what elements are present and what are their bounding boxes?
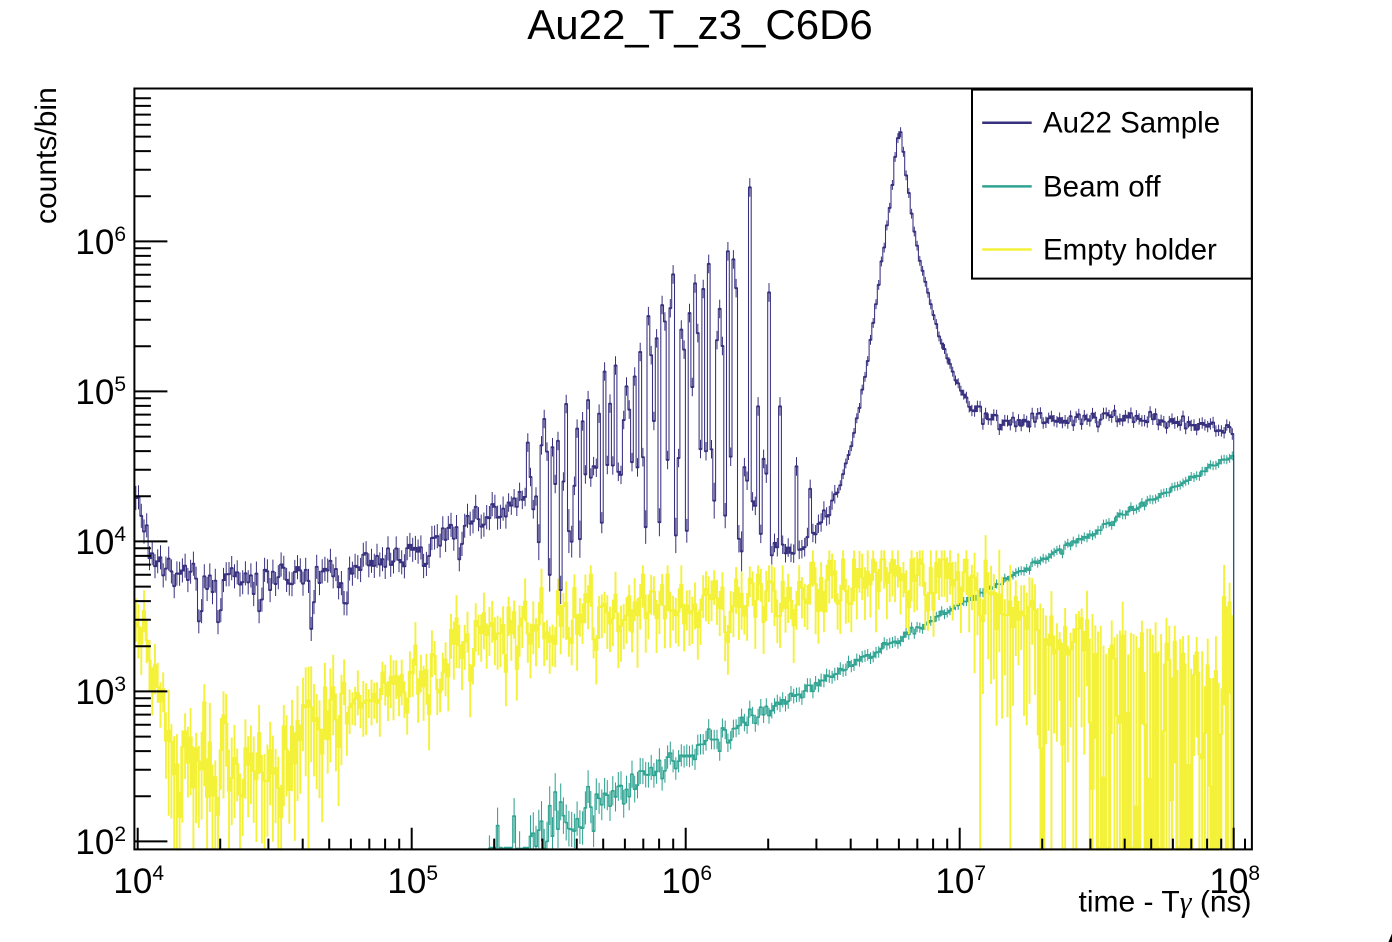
- svg-text:counts/bin: counts/bin: [30, 87, 63, 224]
- svg-text:Au22 Sample: Au22 Sample: [1043, 107, 1220, 140]
- svg-text:time - Tγ (ns): time - Tγ (ns): [1079, 886, 1252, 919]
- svg-text:Au22_T_z3_C6D6: Au22_T_z3_C6D6: [527, 1, 873, 48]
- svg-text:104: 104: [113, 862, 164, 901]
- svg-text:Beam off: Beam off: [1043, 170, 1161, 203]
- svg-text:104: 104: [75, 523, 126, 562]
- svg-text:Empty holder: Empty holder: [1043, 234, 1217, 267]
